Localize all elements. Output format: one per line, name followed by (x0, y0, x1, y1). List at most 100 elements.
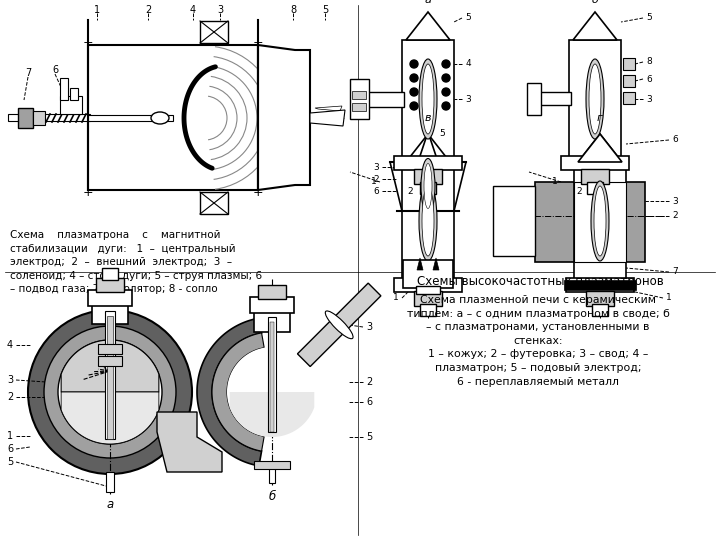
Polygon shape (406, 134, 450, 162)
Bar (402, 40, 454, 158)
Text: 2: 2 (7, 392, 13, 402)
Text: 3: 3 (7, 375, 13, 385)
Bar (258, 285, 286, 299)
Text: 6: 6 (646, 75, 652, 84)
Ellipse shape (586, 59, 604, 139)
Bar (586, 291, 614, 306)
Circle shape (442, 60, 450, 68)
Text: +: + (253, 186, 264, 199)
Text: 3: 3 (646, 94, 652, 104)
Text: 8: 8 (646, 57, 652, 66)
Text: б: б (592, 0, 598, 5)
Polygon shape (258, 45, 310, 190)
Bar (403, 260, 453, 288)
Bar (33, 111, 45, 125)
Circle shape (410, 102, 418, 110)
Text: 1: 1 (94, 5, 100, 15)
Polygon shape (61, 392, 159, 444)
Bar (535, 182, 645, 262)
Text: 1: 1 (393, 294, 399, 302)
Ellipse shape (591, 181, 609, 261)
Text: +: + (253, 37, 264, 50)
Bar (574, 162, 626, 280)
Bar (527, 83, 541, 115)
Polygon shape (315, 106, 342, 111)
Text: 5: 5 (465, 14, 471, 23)
Circle shape (410, 60, 418, 68)
Text: 3: 3 (465, 94, 471, 104)
Bar (98, 356, 122, 366)
Text: 5: 5 (322, 5, 328, 15)
Text: 3: 3 (672, 197, 678, 206)
Bar (88, 115, 173, 121)
Bar (92, 303, 128, 324)
Ellipse shape (422, 186, 434, 256)
Bar (60, 78, 68, 100)
Text: 1: 1 (552, 178, 558, 186)
Bar (60, 96, 82, 114)
Polygon shape (297, 283, 381, 367)
Circle shape (58, 340, 162, 444)
Text: г: г (597, 113, 603, 123)
Ellipse shape (424, 164, 432, 208)
Bar (581, 169, 609, 184)
Text: Схема плазменной печи с керамическим
типлем: а – с одним плазматроном в своде; б: Схема плазменной печи с керамическим тип… (407, 295, 670, 387)
Bar (350, 79, 369, 119)
Text: 4: 4 (7, 340, 13, 350)
Text: 5: 5 (7, 457, 13, 467)
Text: 3: 3 (217, 5, 223, 15)
Bar (566, 278, 634, 292)
Text: б: б (269, 490, 276, 503)
Text: 6: 6 (7, 444, 13, 454)
Ellipse shape (422, 64, 434, 134)
Text: 8: 8 (290, 5, 296, 15)
Bar (414, 169, 442, 184)
Text: 1: 1 (666, 294, 672, 302)
Bar (88, 45, 258, 190)
Bar (414, 291, 442, 306)
Text: 7: 7 (672, 267, 678, 276)
Text: 6: 6 (366, 397, 372, 407)
Bar (569, 40, 621, 158)
Bar (592, 304, 608, 316)
Bar (394, 278, 462, 292)
Text: 2: 2 (672, 212, 678, 220)
Circle shape (227, 347, 317, 437)
Ellipse shape (594, 186, 606, 256)
Polygon shape (212, 333, 264, 451)
Polygon shape (197, 318, 261, 466)
Bar (107, 316, 113, 439)
Circle shape (28, 310, 192, 474)
Bar (574, 182, 626, 262)
Polygon shape (433, 258, 439, 270)
Circle shape (410, 74, 418, 82)
Text: 7: 7 (25, 68, 31, 78)
Text: +: + (83, 186, 94, 199)
Bar (270, 322, 274, 432)
Text: 6: 6 (672, 136, 678, 145)
Text: 2: 2 (145, 5, 151, 15)
Bar (587, 182, 603, 194)
Circle shape (442, 74, 450, 82)
Text: 1: 1 (7, 431, 13, 441)
Ellipse shape (151, 112, 169, 124)
Ellipse shape (325, 311, 353, 339)
Polygon shape (578, 134, 622, 162)
Text: 4: 4 (190, 5, 196, 15)
Bar (623, 92, 635, 104)
Bar (416, 286, 440, 294)
Polygon shape (418, 132, 438, 162)
Bar (367, 92, 404, 107)
Bar (18, 108, 33, 128)
Bar (98, 344, 122, 354)
Ellipse shape (421, 159, 435, 213)
Text: +: + (83, 37, 94, 50)
Polygon shape (578, 134, 622, 162)
Bar (70, 88, 78, 100)
Bar (402, 162, 454, 280)
Text: Схема    плазматрона    с    магнитной
стабилизации   дуги:   1  –  центральный
: Схема плазматрона с магнитной стабилизац… (10, 230, 262, 294)
Bar (623, 75, 635, 87)
Bar (269, 465, 275, 483)
Bar (250, 297, 294, 313)
Circle shape (410, 88, 418, 96)
